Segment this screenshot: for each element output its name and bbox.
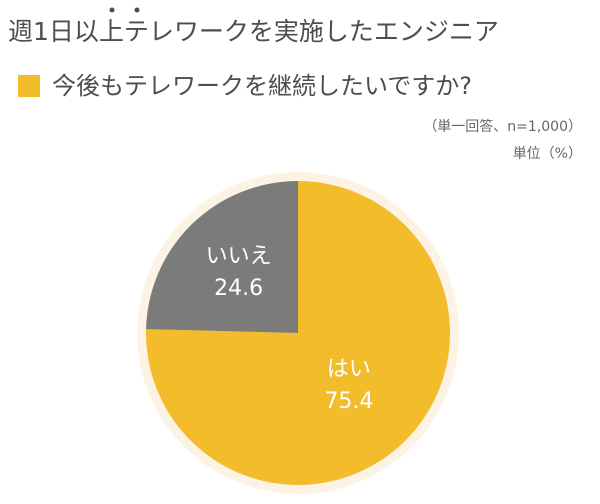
emphasis-dot (109, 7, 115, 13)
subtitle-marker (18, 75, 40, 97)
emphasis-dot (134, 7, 140, 13)
slice-value: 75.4 (324, 389, 373, 414)
chart-subtitle: 今後もテレワークを継続したいですか? (52, 72, 472, 100)
slice-label: はい (327, 357, 371, 382)
slice-value: 24.6 (214, 276, 263, 301)
note: 単位（%） (513, 146, 582, 162)
slice-label: いいえ (206, 244, 272, 269)
chart-title: 週1日以上テレワークを実施したエンジニア (8, 17, 499, 46)
pie-slice (146, 181, 298, 333)
note: （単一回答、n=1,000） (423, 118, 582, 135)
